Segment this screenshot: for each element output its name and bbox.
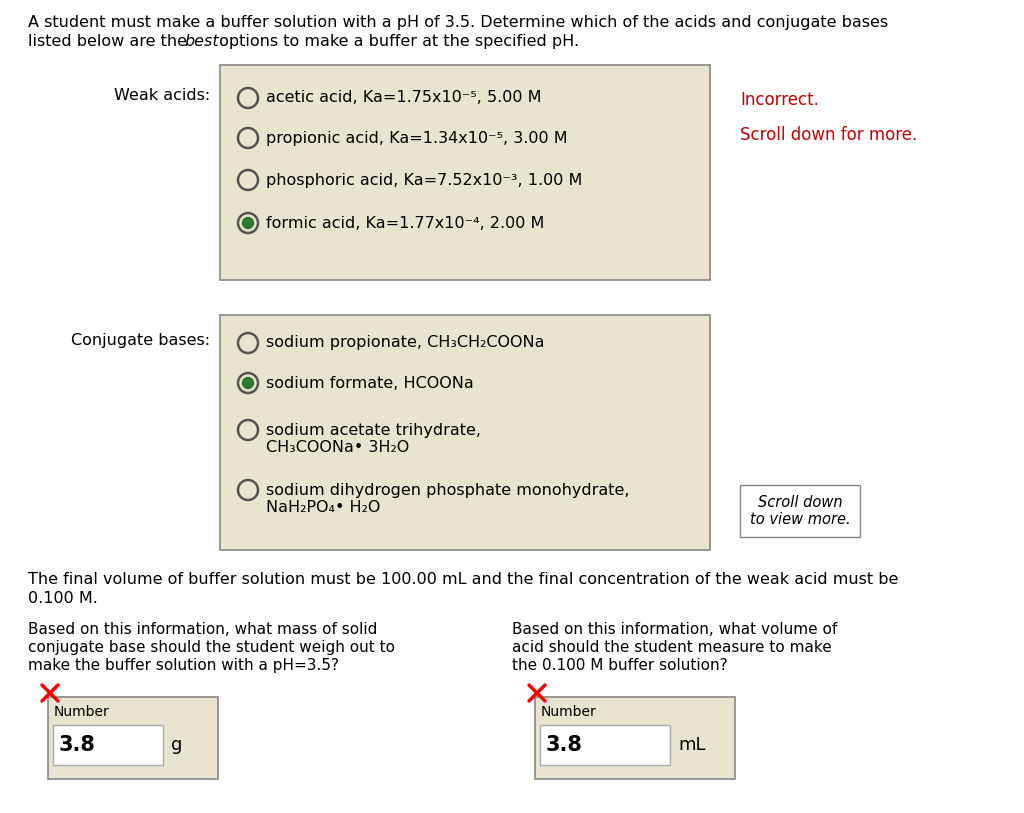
Text: 0.100 M.: 0.100 M. [28,591,98,606]
FancyBboxPatch shape [740,485,860,537]
Text: conjugate base should the student weigh out to: conjugate base should the student weigh … [28,640,395,655]
Text: the 0.100 M buffer solution?: the 0.100 M buffer solution? [512,658,728,673]
Text: Based on this information, what mass of solid: Based on this information, what mass of … [28,622,378,637]
FancyBboxPatch shape [535,697,735,779]
Text: formic acid, Ka=1.77x10⁻⁴, 2.00 M: formic acid, Ka=1.77x10⁻⁴, 2.00 M [266,215,545,231]
Text: options to make a buffer at the specified pH.: options to make a buffer at the specifie… [214,34,580,49]
Text: Number: Number [541,705,597,719]
Circle shape [243,377,254,389]
Text: sodium dihydrogen phosphate monohydrate,: sodium dihydrogen phosphate monohydrate, [266,482,630,498]
Text: 3.8: 3.8 [546,735,583,755]
Text: phosphoric acid, Ka=7.52x10⁻³, 1.00 M: phosphoric acid, Ka=7.52x10⁻³, 1.00 M [266,172,583,188]
Text: Incorrect.: Incorrect. [740,91,819,109]
FancyBboxPatch shape [220,315,710,550]
Text: mL: mL [678,736,706,754]
Circle shape [243,218,254,228]
Text: sodium acetate trihydrate,: sodium acetate trihydrate, [266,423,481,437]
Text: Weak acids:: Weak acids: [114,88,210,102]
Text: g: g [171,736,182,754]
Text: Conjugate bases:: Conjugate bases: [71,333,210,347]
FancyBboxPatch shape [48,697,218,779]
Text: CH₃COONa• 3H₂O: CH₃COONa• 3H₂O [266,440,410,454]
Text: 3.8: 3.8 [59,735,96,755]
Text: The final volume of buffer solution must be 100.00 mL and the final concentratio: The final volume of buffer solution must… [28,572,898,587]
Text: acetic acid, Ka=1.75x10⁻⁵, 5.00 M: acetic acid, Ka=1.75x10⁻⁵, 5.00 M [266,90,542,106]
Text: best: best [184,34,219,49]
Text: acid should the student measure to make: acid should the student measure to make [512,640,831,655]
FancyBboxPatch shape [220,65,710,280]
FancyBboxPatch shape [540,725,670,765]
Text: Based on this information, what volume of: Based on this information, what volume o… [512,622,838,637]
Text: sodium propionate, CH₃CH₂COONa: sodium propionate, CH₃CH₂COONa [266,336,545,350]
Text: Number: Number [54,705,110,719]
Text: Scroll down for more.: Scroll down for more. [740,126,918,144]
Text: NaH₂PO₄• H₂O: NaH₂PO₄• H₂O [266,499,380,515]
Text: A student must make a buffer solution with a pH of 3.5. Determine which of the a: A student must make a buffer solution wi… [28,15,888,30]
Text: sodium formate, HCOONa: sodium formate, HCOONa [266,376,474,390]
Text: make the buffer solution with a pH=3.5?: make the buffer solution with a pH=3.5? [28,658,339,673]
FancyBboxPatch shape [53,725,163,765]
Text: propionic acid, Ka=1.34x10⁻⁵, 3.00 M: propionic acid, Ka=1.34x10⁻⁵, 3.00 M [266,131,567,146]
Text: Scroll down
to view more.: Scroll down to view more. [750,495,850,527]
Text: listed below are the: listed below are the [28,34,193,49]
